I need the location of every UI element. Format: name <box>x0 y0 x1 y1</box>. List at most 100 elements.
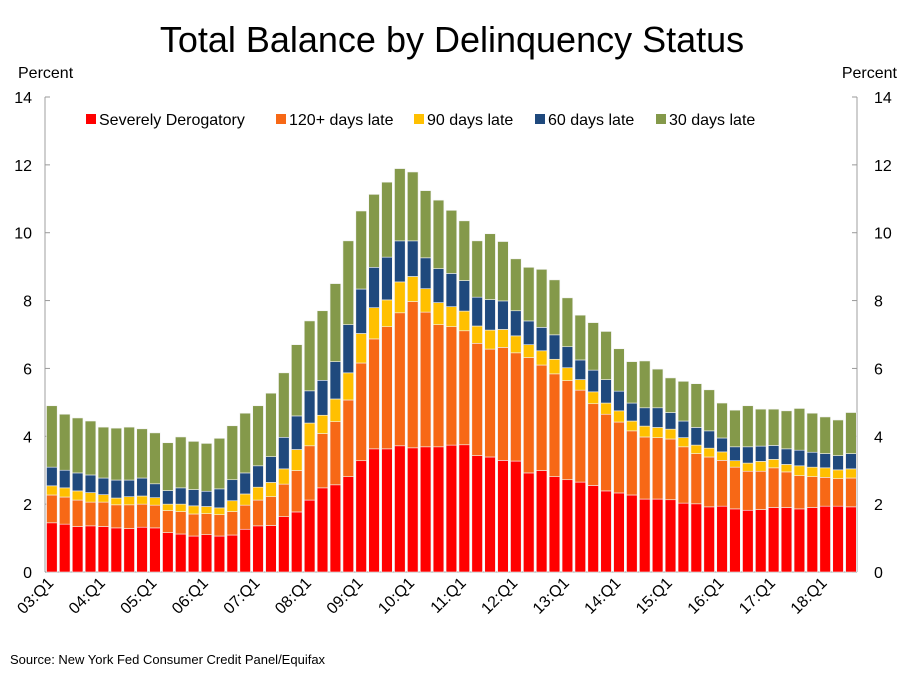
bar-segment <box>548 279 561 336</box>
bar-segment <box>445 210 458 274</box>
bar-segment <box>71 417 84 474</box>
bar-segment <box>278 468 290 485</box>
bar-segment <box>523 357 535 474</box>
bar-segment <box>213 535 226 573</box>
bar-segment <box>845 506 857 573</box>
bar-segment <box>600 331 612 380</box>
bar-segment <box>471 325 483 344</box>
bar-segment <box>149 527 161 573</box>
x-tick-label: 04:Q1 <box>66 575 109 618</box>
bar-segment <box>278 372 290 438</box>
bar-segment <box>162 490 174 505</box>
bar-segment <box>265 525 277 573</box>
bar-segment <box>278 437 290 470</box>
bar-segment <box>626 430 638 496</box>
bar-segment <box>548 476 561 573</box>
y-tick-label-right: 10 <box>874 226 892 243</box>
bar-segment <box>639 436 651 500</box>
bar-segment <box>458 280 470 312</box>
bar-segment <box>510 310 522 337</box>
bar-segment <box>175 503 187 512</box>
bar-segment <box>600 413 612 492</box>
bar-segment <box>97 426 110 479</box>
bar-segment <box>407 240 419 277</box>
bar-segment <box>213 514 226 537</box>
bar-segment <box>342 476 354 573</box>
y-tick-label-left: 12 <box>14 158 32 175</box>
bar-segment <box>626 420 638 432</box>
bar-segment <box>252 405 264 467</box>
y-tick-label-left: 4 <box>23 429 32 446</box>
legend-label: 30 days late <box>669 112 755 129</box>
bar-segment <box>780 464 793 473</box>
bar-segment <box>458 310 470 332</box>
bar-segment <box>226 534 238 573</box>
bar-segment <box>510 460 522 573</box>
x-tick-label: 09:Q1 <box>324 575 367 618</box>
bar-segment <box>535 327 548 352</box>
bar-segment <box>523 472 535 573</box>
bar-segment <box>59 523 71 573</box>
bar-segment <box>419 288 432 313</box>
bar-segment <box>690 383 702 428</box>
bar-segment <box>664 499 677 573</box>
bar-segment <box>548 334 561 360</box>
bar-segment <box>265 496 277 526</box>
bar-segment <box>46 494 58 524</box>
bar-segment <box>291 449 303 471</box>
chart-title: Total Balance by Delinquency Status <box>160 19 744 60</box>
bar-segment <box>432 302 445 325</box>
x-tick-label: 07:Q1 <box>221 575 264 618</box>
bar-segment <box>742 470 754 511</box>
bar-segment <box>755 408 767 447</box>
bar-segment <box>626 494 638 573</box>
bar-segment <box>639 407 651 427</box>
bar-segment <box>639 360 651 409</box>
bar-segment <box>832 419 844 456</box>
bar-segment <box>381 448 393 573</box>
bar-segment <box>651 407 664 428</box>
bar-segment <box>265 392 277 457</box>
bar-segment <box>329 398 342 422</box>
bar-segment <box>291 344 303 417</box>
bar-segment <box>110 497 122 506</box>
bar-segment <box>600 379 612 404</box>
legend-label: 90 days late <box>427 112 513 129</box>
bar-segment <box>200 443 213 492</box>
bar-segment <box>149 432 161 485</box>
bar-segment <box>291 511 303 573</box>
bar-segment <box>458 330 470 446</box>
x-tick-label: 08:Q1 <box>272 575 315 618</box>
bar-segment <box>110 527 122 573</box>
bar-segment <box>162 503 174 511</box>
bar-segment <box>445 326 458 446</box>
bar-segment <box>832 505 844 573</box>
bar-segment <box>432 268 445 303</box>
bar-segment <box>510 335 522 354</box>
bar-segment <box>46 466 58 487</box>
bar-segment <box>381 299 393 327</box>
bar-segment <box>97 526 110 573</box>
x-tick-label: 14:Q1 <box>582 575 625 618</box>
bar-segment <box>239 493 251 506</box>
x-tick-label: 15:Q1 <box>633 575 676 618</box>
legend: Severely Derogatory 120+ days late 90 days… <box>86 112 755 129</box>
bar-segment <box>497 329 509 348</box>
bar-segment <box>484 299 496 331</box>
bar-segment <box>355 460 367 573</box>
x-tick-label: 10:Q1 <box>375 575 418 618</box>
bar-segment <box>355 333 367 364</box>
bar-segment <box>329 421 342 486</box>
bar-segment <box>187 535 200 573</box>
bar-segment <box>394 168 406 242</box>
bar-segment <box>716 437 728 453</box>
bar-segment <box>329 361 342 400</box>
x-tick-label: 12:Q1 <box>478 575 521 618</box>
bar-segment <box>59 413 71 471</box>
bar-segment <box>123 479 135 497</box>
bar-segment <box>600 402 612 415</box>
bar-segment <box>342 399 354 477</box>
legend-swatch <box>86 114 96 124</box>
bar-segment <box>136 477 148 497</box>
bar-segment <box>587 403 599 486</box>
